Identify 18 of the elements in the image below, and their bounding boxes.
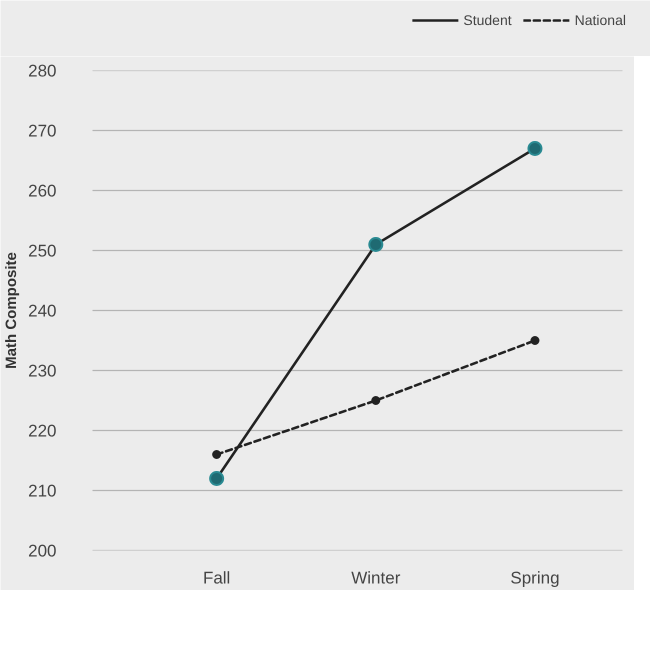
y-axis-title: Math Composite <box>3 252 20 369</box>
x-tick-label: Spring <box>510 568 560 588</box>
x-tick-label: Fall <box>202 568 230 588</box>
legend-label: Student <box>463 12 512 28</box>
y-tick-label: 240 <box>28 302 57 320</box>
y-tick-label: 270 <box>28 122 57 140</box>
point <box>212 450 222 459</box>
y-tick-label: 210 <box>28 482 57 500</box>
x-tick-label: Winter <box>351 568 401 588</box>
point <box>530 336 540 345</box>
y-tick-label: 260 <box>28 182 57 200</box>
y-tick-label: 250 <box>28 242 57 260</box>
y-tick-label: 280 <box>28 62 57 80</box>
y-tick-label: 220 <box>28 422 57 440</box>
point <box>371 396 380 405</box>
y-tick-label: 200 <box>28 542 57 560</box>
y-tick-label: 230 <box>28 362 57 380</box>
legend-label: National <box>574 12 626 28</box>
